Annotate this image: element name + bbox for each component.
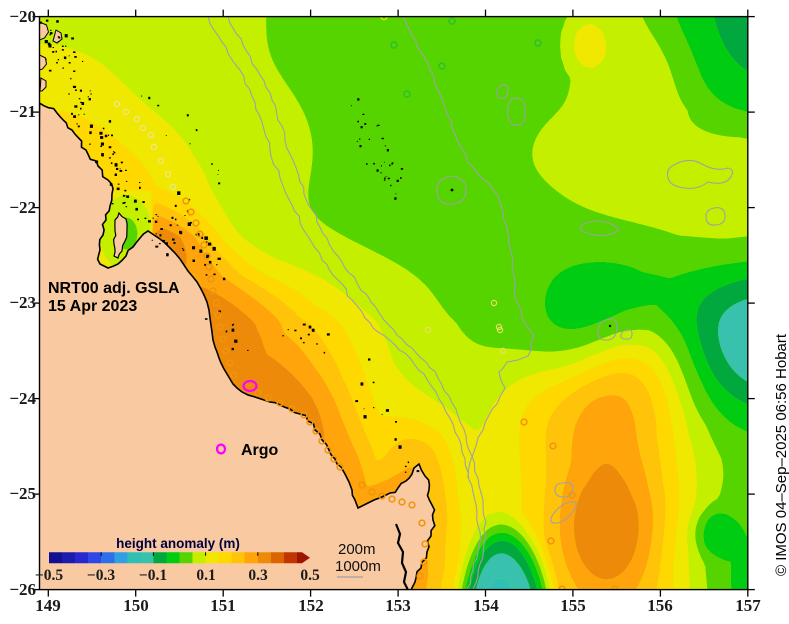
svg-text:−23: −23: [9, 293, 36, 312]
svg-text:154: 154: [473, 596, 499, 615]
svg-text:0.5: 0.5: [300, 567, 320, 584]
svg-text:0.1: 0.1: [196, 567, 215, 584]
svg-text:−26: −26: [9, 580, 36, 599]
svg-text:152: 152: [298, 596, 324, 615]
svg-text:−0.5: −0.5: [35, 567, 63, 584]
svg-text:150: 150: [123, 596, 149, 615]
svg-text:−25: −25: [9, 484, 36, 503]
svg-text:−0.1: −0.1: [139, 567, 167, 584]
svg-text:NRT00 adj. GSLA: NRT00 adj. GSLA: [48, 280, 180, 297]
svg-text:height anomaly (m): height anomaly (m): [116, 536, 240, 551]
svg-text:156: 156: [647, 596, 673, 615]
svg-text:−21: −21: [9, 102, 36, 121]
svg-text:© IMOS 04–Sep–2025 06:56 Hobar: © IMOS 04–Sep–2025 06:56 Hobart: [773, 333, 789, 576]
svg-text:157: 157: [735, 596, 761, 615]
svg-text:−0.3: −0.3: [87, 567, 115, 584]
svg-text:−22: −22: [9, 198, 36, 217]
svg-text:1000m: 1000m: [335, 558, 381, 575]
svg-text:−24: −24: [9, 389, 36, 408]
svg-text:200m: 200m: [338, 541, 376, 558]
svg-text:−20: −20: [9, 7, 36, 26]
svg-text:151: 151: [210, 596, 236, 615]
svg-text:155: 155: [560, 596, 586, 615]
svg-text:149: 149: [35, 596, 61, 615]
svg-text:153: 153: [385, 596, 411, 615]
svg-text:15 Apr 2023: 15 Apr 2023: [48, 298, 137, 315]
svg-text:0.3: 0.3: [248, 567, 268, 584]
svg-text:Argo: Argo: [241, 442, 279, 459]
